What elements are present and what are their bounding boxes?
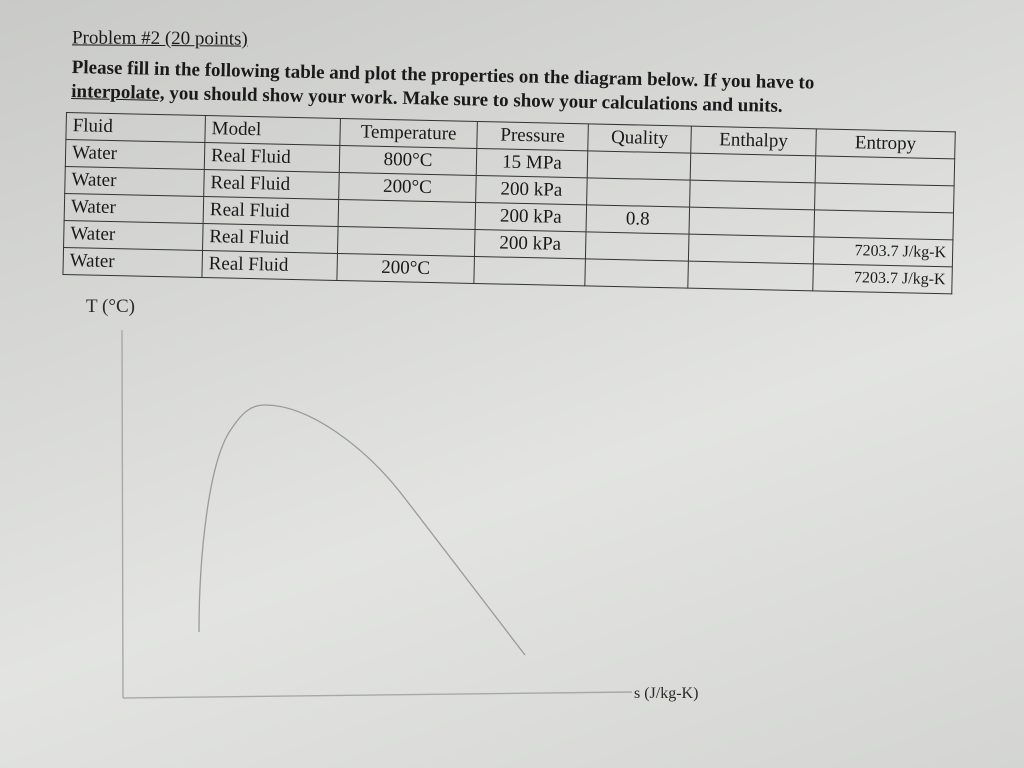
x-axis-label: s (J/kg-K) bbox=[634, 685, 698, 702]
y-axis-label: T (°C) bbox=[86, 296, 135, 317]
saturation-dome-curve bbox=[198, 404, 526, 656]
x-axis-line bbox=[122, 691, 633, 699]
y-axis-line bbox=[121, 329, 124, 699]
